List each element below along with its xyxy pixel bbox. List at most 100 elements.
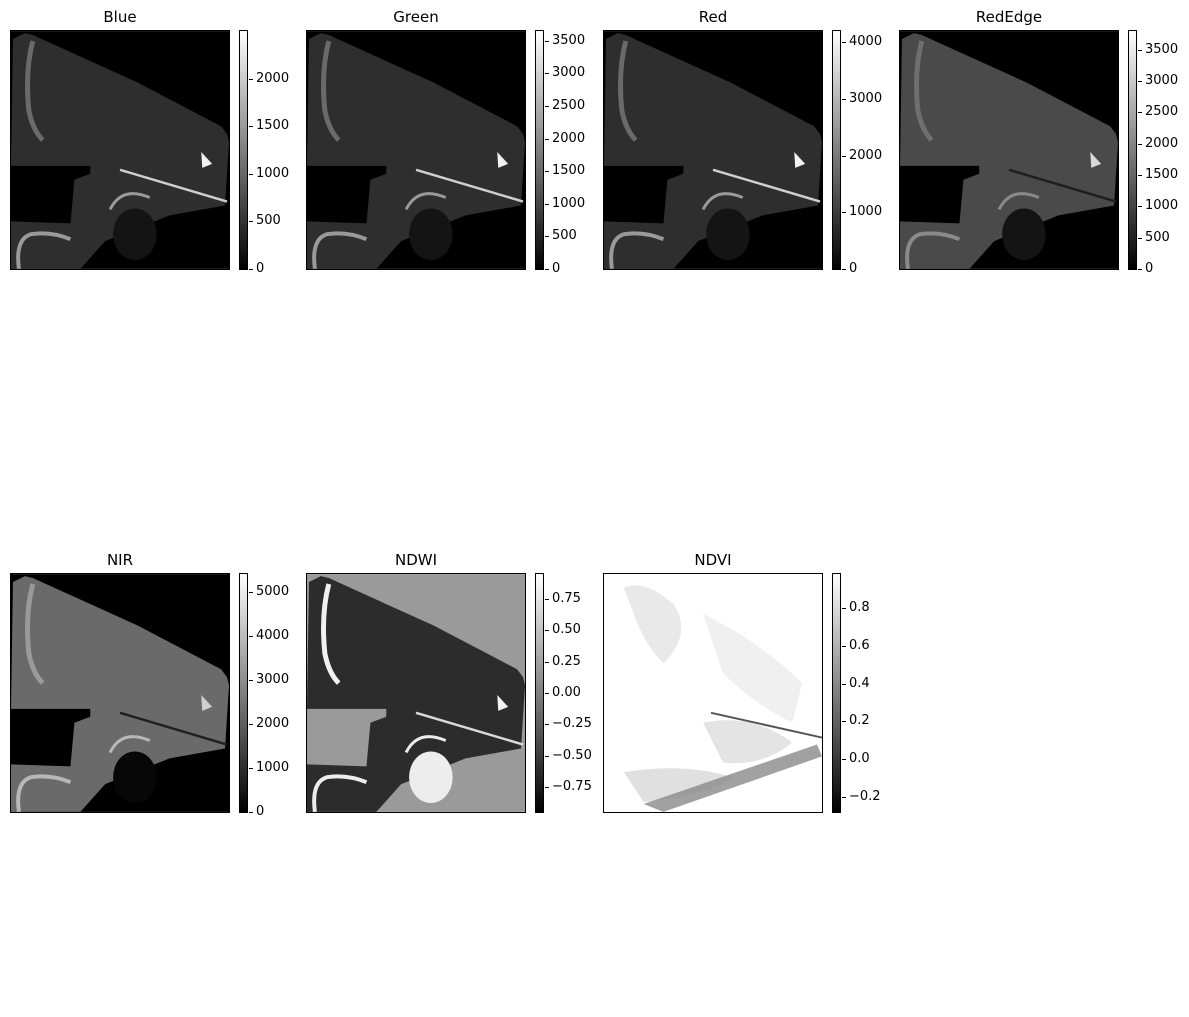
- lagoon: [409, 208, 453, 260]
- panel-title: Green: [306, 8, 526, 26]
- colorbar: 0 500 1000 1500 2000 2500 3000 3500: [535, 30, 544, 270]
- colorbar-tick-label: 3000: [552, 66, 585, 80]
- colorbar-tick-label: 2000: [552, 132, 585, 146]
- lagoon: [113, 751, 157, 803]
- colorbar-tick-label: −0.2: [849, 790, 881, 804]
- colorbar-tick: [842, 759, 846, 760]
- colorbar-tick: [1138, 112, 1142, 113]
- colorbar-tick-label: 1000: [849, 205, 882, 219]
- satellite-image: [306, 30, 526, 270]
- colorbar-tick: [842, 608, 846, 609]
- colorbar-tick-label: 1500: [256, 119, 289, 133]
- colorbar-tick-label: 500: [256, 214, 281, 228]
- colorbar-tick-label: 0.6: [849, 639, 870, 653]
- colorbar-tick-label: −0.75: [552, 780, 592, 794]
- colorbar-tick-label: 1500: [1145, 168, 1178, 182]
- colorbar-tick-label: 0: [256, 805, 264, 819]
- colorbar-tick-label: 2000: [256, 72, 289, 86]
- colorbar-tick: [1138, 238, 1142, 239]
- colorbar-tick-label: 3500: [1145, 43, 1178, 57]
- satellite-image: [603, 30, 823, 270]
- colorbar-tick: [1138, 144, 1142, 145]
- colorbar-tick: [545, 724, 549, 725]
- colorbar-tick: [545, 599, 549, 600]
- colorbar-tick-label: 4000: [849, 35, 882, 49]
- colorbar-tick-label: 2500: [1145, 105, 1178, 119]
- colorbar: 0 500 1000 1500 2000: [239, 30, 248, 270]
- colorbar-tick-label: 3000: [256, 673, 289, 687]
- colorbar-tick: [1138, 50, 1142, 51]
- panel-title: RedEdge: [899, 8, 1119, 26]
- satellite-image: [10, 573, 230, 813]
- colorbar-tick-label: 0.0: [849, 752, 870, 766]
- colorbar-tick: [545, 787, 549, 788]
- colorbar-tick-label: 0.4: [849, 677, 870, 691]
- colorbar-tick-label: −0.50: [552, 749, 592, 763]
- colorbar-tick: [249, 126, 253, 127]
- colorbar-tick: [545, 139, 549, 140]
- colorbar-tick: [249, 724, 253, 725]
- colorbar-tick-label: 1000: [552, 197, 585, 211]
- panel-title: NDWI: [306, 551, 526, 569]
- satellite-image: [306, 573, 526, 813]
- colorbar-tick: [842, 721, 846, 722]
- colorbar: 0 500 1000 1500 2000 2500 3000 3500: [1128, 30, 1137, 270]
- colorbar-tick: [842, 99, 846, 100]
- colorbar-tick-label: 0.25: [552, 655, 581, 669]
- colorbar-tick: [545, 693, 549, 694]
- colorbar-tick: [545, 73, 549, 74]
- colorbar-tick-label: 0: [849, 262, 857, 276]
- colorbar-tick: [1138, 175, 1142, 176]
- colorbar-tick-label: 0.00: [552, 686, 581, 700]
- colorbar-tick: [545, 630, 549, 631]
- colorbar-tick: [842, 42, 846, 43]
- colorbar-tick-label: 500: [1145, 231, 1170, 245]
- colorbar-tick-label: 0: [1145, 262, 1153, 276]
- colorbar-tick: [842, 212, 846, 213]
- colorbar-tick-label: 2000: [256, 717, 289, 731]
- colorbar-tick-label: 5000: [256, 585, 289, 599]
- colorbar-tick: [545, 171, 549, 172]
- lagoon: [409, 751, 453, 803]
- colorbar-tick: [249, 768, 253, 769]
- colorbar-tick-label: 4000: [256, 629, 289, 643]
- colorbar-tick-label: 2000: [1145, 137, 1178, 151]
- colorbar-tick: [545, 236, 549, 237]
- colorbar-tick-label: 0.50: [552, 623, 581, 637]
- colorbar-tick: [249, 174, 253, 175]
- colorbar-tick: [545, 269, 549, 270]
- colorbar-tick-label: −0.25: [552, 717, 592, 731]
- colorbar-tick: [1138, 206, 1142, 207]
- colorbar-tick: [842, 269, 846, 270]
- colorbar-tick-label: 2000: [849, 149, 882, 163]
- colorbar-tick: [249, 680, 253, 681]
- colorbar-tick-label: 3000: [1145, 74, 1178, 88]
- colorbar-tick-label: 0: [256, 262, 264, 276]
- panel-title: Blue: [10, 8, 230, 26]
- lagoon: [706, 208, 750, 260]
- colorbar-tick-label: 0.75: [552, 592, 581, 606]
- colorbar-tick: [1138, 269, 1142, 270]
- colorbar-tick: [842, 797, 846, 798]
- colorbar-tick-label: 1000: [256, 761, 289, 775]
- colorbar-tick-label: 1000: [1145, 199, 1178, 213]
- colorbar-tick: [545, 204, 549, 205]
- panel-title: NDVI: [603, 551, 823, 569]
- colorbar-tick-label: 3000: [849, 92, 882, 106]
- colorbar-tick: [545, 41, 549, 42]
- colorbar-tick-label: 0.8: [849, 601, 870, 615]
- colorbar-tick: [249, 221, 253, 222]
- colorbar-tick: [545, 756, 549, 757]
- colorbar: 0 1000 2000 3000 4000: [832, 30, 841, 270]
- colorbar-tick-label: 2500: [552, 99, 585, 113]
- lagoon: [1002, 208, 1046, 260]
- colorbar-tick: [249, 636, 253, 637]
- colorbar: 0 1000 2000 3000 4000 5000: [239, 573, 248, 813]
- colorbar-tick: [249, 812, 253, 813]
- lagoon: [113, 208, 157, 260]
- colorbar-tick-label: 1000: [256, 167, 289, 181]
- panel-title: NIR: [10, 551, 230, 569]
- satellite-image: [899, 30, 1119, 270]
- colorbar: −0.75 −0.50 −0.25 0.00 0.25 0.50 0.75: [535, 573, 544, 813]
- colorbar-tick: [249, 269, 253, 270]
